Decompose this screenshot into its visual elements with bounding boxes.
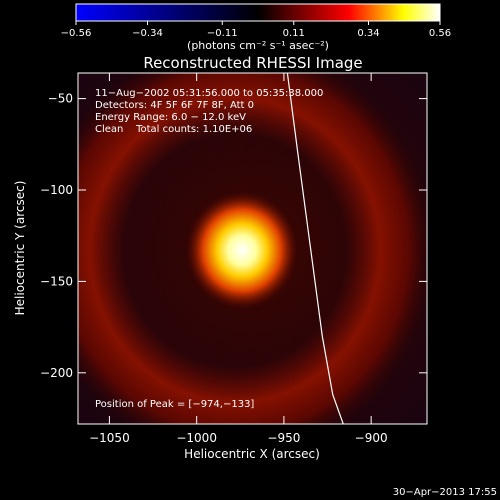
annotation-detectors: Detectors: 4F 5F 6F 7F 8F, Att 0 <box>95 100 254 111</box>
annotation-time-range: 11−Aug−2002 05:31:56.000 to 05:35:38.000 <box>95 88 323 99</box>
colorbar-tick-label: −0.34 <box>132 28 163 39</box>
colorbar-tick-label: 0.11 <box>283 28 305 39</box>
peak-position-label: Position of Peak = [−974,−133] <box>95 399 254 410</box>
y-tick-label: −150 <box>40 274 73 288</box>
colorbar <box>75 3 441 22</box>
colorbar-unit-label: (photons cm⁻² s⁻¹ asec⁻²) <box>187 39 329 52</box>
solar-limb-curve <box>286 73 344 424</box>
colorbar-tick-label: 0.34 <box>357 28 379 39</box>
y-axis-label: Heliocentric Y (arcsec) <box>13 181 27 316</box>
y-tick-label: −100 <box>40 183 73 197</box>
x-tick-label: −1000 <box>176 431 217 445</box>
plot-frame <box>77 72 428 425</box>
x-tick-label: −950 <box>267 431 300 445</box>
colorbar-tick-label: −0.11 <box>207 28 238 39</box>
chart-title: Reconstructed RHESSI Image <box>143 54 362 72</box>
image-area <box>78 73 427 424</box>
footer-timestamp: 30−Apr−2013 17:55 <box>393 487 497 498</box>
x-tick-label: −900 <box>355 431 388 445</box>
colorbar-tick-label: −0.56 <box>61 28 92 39</box>
colorbar-ticks: −0.56 −0.34 −0.11 0.11 0.34 0.56 <box>61 21 451 39</box>
colorbar-tick-label: 0.56 <box>429 28 451 39</box>
annotation-clean-counts: Clean Total counts: 1.10E+06 <box>95 124 252 135</box>
x-axis-label: Heliocentric X (arcsec) <box>184 447 320 461</box>
annotation-energy-range: Energy Range: 6.0 − 12.0 keV <box>95 112 246 123</box>
x-tick-label: −1050 <box>89 431 130 445</box>
axis-ticks: −1050 −1000 −950 −900 −50 −100 −150 −200 <box>40 73 427 445</box>
emission-peak <box>186 191 298 309</box>
y-tick-label: −200 <box>40 366 73 380</box>
y-tick-label: −50 <box>48 92 73 106</box>
